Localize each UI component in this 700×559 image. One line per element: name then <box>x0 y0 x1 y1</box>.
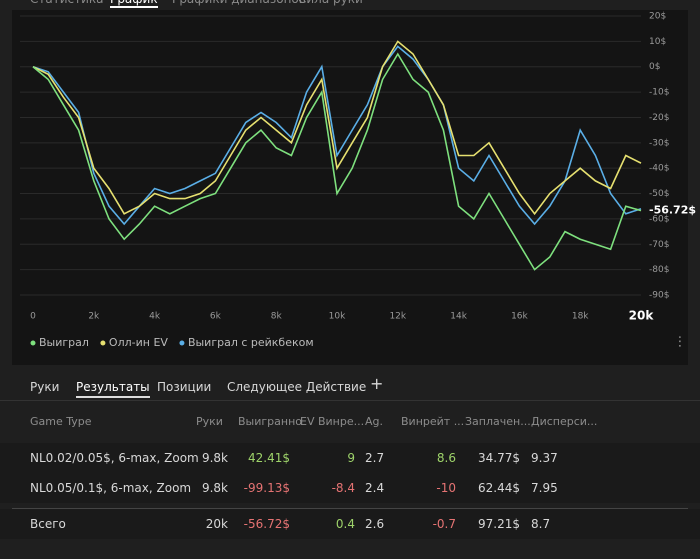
y-tick-label: 20$ <box>649 12 666 22</box>
divider <box>12 508 688 509</box>
tab[interactable]: Следующее Действие <box>227 380 367 394</box>
table-cell: 97.21$ <box>478 517 520 531</box>
column-header: EV Винре... <box>300 415 365 428</box>
legend-label: Выиграл <box>39 336 89 349</box>
legend-swatch <box>100 340 106 346</box>
y-tick-label: -30$ <box>649 138 669 148</box>
x-tick-label: 18k <box>572 312 589 322</box>
top-tab[interactable]: График <box>110 0 158 8</box>
table-cell: -10 <box>436 481 456 495</box>
series-line <box>32 45 642 226</box>
table-cell: -8.4 <box>331 481 355 495</box>
tab[interactable]: Руки <box>30 380 60 394</box>
table-cell: 2.6 <box>365 517 385 531</box>
x-tick-label: 2k <box>88 312 100 322</box>
series-line <box>32 52 642 271</box>
top-tab[interactable]: Графики диапазонов <box>172 0 306 6</box>
y-tick-label: -20$ <box>649 113 669 123</box>
table-row: NL0.02/0.05$, 6-max, Zoom 9.8k 42.41$ 9 2.7 8… <box>0 443 700 473</box>
column-header: Руки <box>196 415 223 428</box>
column-header: Game Type <box>30 415 92 428</box>
y-tick-label: -60$ <box>649 214 669 224</box>
x-tick-label: 20k <box>629 309 655 323</box>
column-header: Винрейт ... <box>401 415 465 428</box>
table-cell: 0.4 <box>335 517 355 531</box>
column-header: Заплачен... <box>465 415 531 428</box>
column-header: Дисперси... <box>531 415 598 428</box>
legend-label: Олл-ин EV <box>109 336 168 349</box>
legend-label: Выиграл с рейкбеком <box>188 336 314 349</box>
table-cell: -0.7 <box>432 517 456 531</box>
x-tick-label: 6k <box>210 312 222 322</box>
menu-button[interactable]: ⋮ <box>674 335 687 350</box>
series-line <box>32 40 642 216</box>
y-tick-label: -40$ <box>649 164 669 174</box>
y-tick-label: -10$ <box>649 88 669 98</box>
table-cell: 7.95 <box>531 481 558 495</box>
end-value-label: -56.72$ <box>649 204 696 217</box>
y-tick-label: -90$ <box>649 291 669 301</box>
table-cell: 42.41$ <box>248 451 290 465</box>
table-cell: 34.77$ <box>478 451 520 465</box>
legend-swatch <box>179 340 185 346</box>
x-tick-label: 8k <box>271 312 283 322</box>
x-tick-label: 16k <box>511 312 528 322</box>
chart-panel <box>12 10 688 365</box>
table-cell: Всего <box>30 517 66 531</box>
top-tab[interactable]: Сила руки <box>298 0 363 6</box>
x-tick-label: 10k <box>329 312 346 322</box>
table-cell: 2.4 <box>365 481 385 495</box>
x-tick-label: 4k <box>149 312 161 322</box>
y-tick-label: 10$ <box>649 37 666 47</box>
tab[interactable]: Позиции <box>157 380 212 394</box>
table-row: NL0.05/0.1$, 6-max, Zoom 9.8k -99.13$ -8.4 2… <box>0 473 700 503</box>
table-cell: -56.72$ <box>243 517 290 531</box>
table-cell: -99.13$ <box>243 481 290 495</box>
divider <box>0 400 700 401</box>
legend-swatch <box>30 340 36 346</box>
chart: 20$ 10$ 0$ -10$ -20$ -30$ -40$ -50$ -60$ -70$ -80$… <box>12 10 696 365</box>
x-tick-label: 14k <box>450 312 467 322</box>
column-header: Ag. <box>365 415 384 428</box>
y-tick-label: 0$ <box>649 62 660 72</box>
tab[interactable]: Результаты <box>76 380 150 398</box>
top-tab[interactable]: Статистика <box>30 0 104 6</box>
table-cell: NL0.02/0.05$, 6-max, Zoom <box>30 451 199 465</box>
x-tick-label: 0 <box>30 312 36 322</box>
table-cell: 8.7 <box>531 517 551 531</box>
y-tick-label: -80$ <box>649 265 669 275</box>
top-tabs: Статистика График Графики диапазоновСила р… <box>0 0 700 10</box>
column-header: Выигранно <box>238 415 302 428</box>
table-row: Всего 20k -56.72$ 0.4 2.6 -0.7 97.21$ 8.7 <box>0 509 700 539</box>
table-cell: NL0.05/0.1$, 6-max, Zoom <box>30 481 192 495</box>
table-cell: 20k <box>205 517 228 531</box>
table-cell: 62.44$ <box>478 481 520 495</box>
table-cell: 2.7 <box>365 451 385 465</box>
table-header: Game Type Руки Выигранно EV Винре... Ag. Винр… <box>0 407 700 437</box>
table-cell: 9.37 <box>531 451 558 465</box>
y-tick-label: -50$ <box>649 189 669 199</box>
x-tick-label: 12k <box>389 312 406 322</box>
table-cell: 8.6 <box>436 451 456 465</box>
table-cell: 9.8k <box>201 481 228 495</box>
tab[interactable]: + <box>370 374 384 393</box>
table-cell: 9.8k <box>201 451 228 465</box>
table-cell: 9 <box>347 451 355 465</box>
y-tick-label: -70$ <box>649 240 669 250</box>
